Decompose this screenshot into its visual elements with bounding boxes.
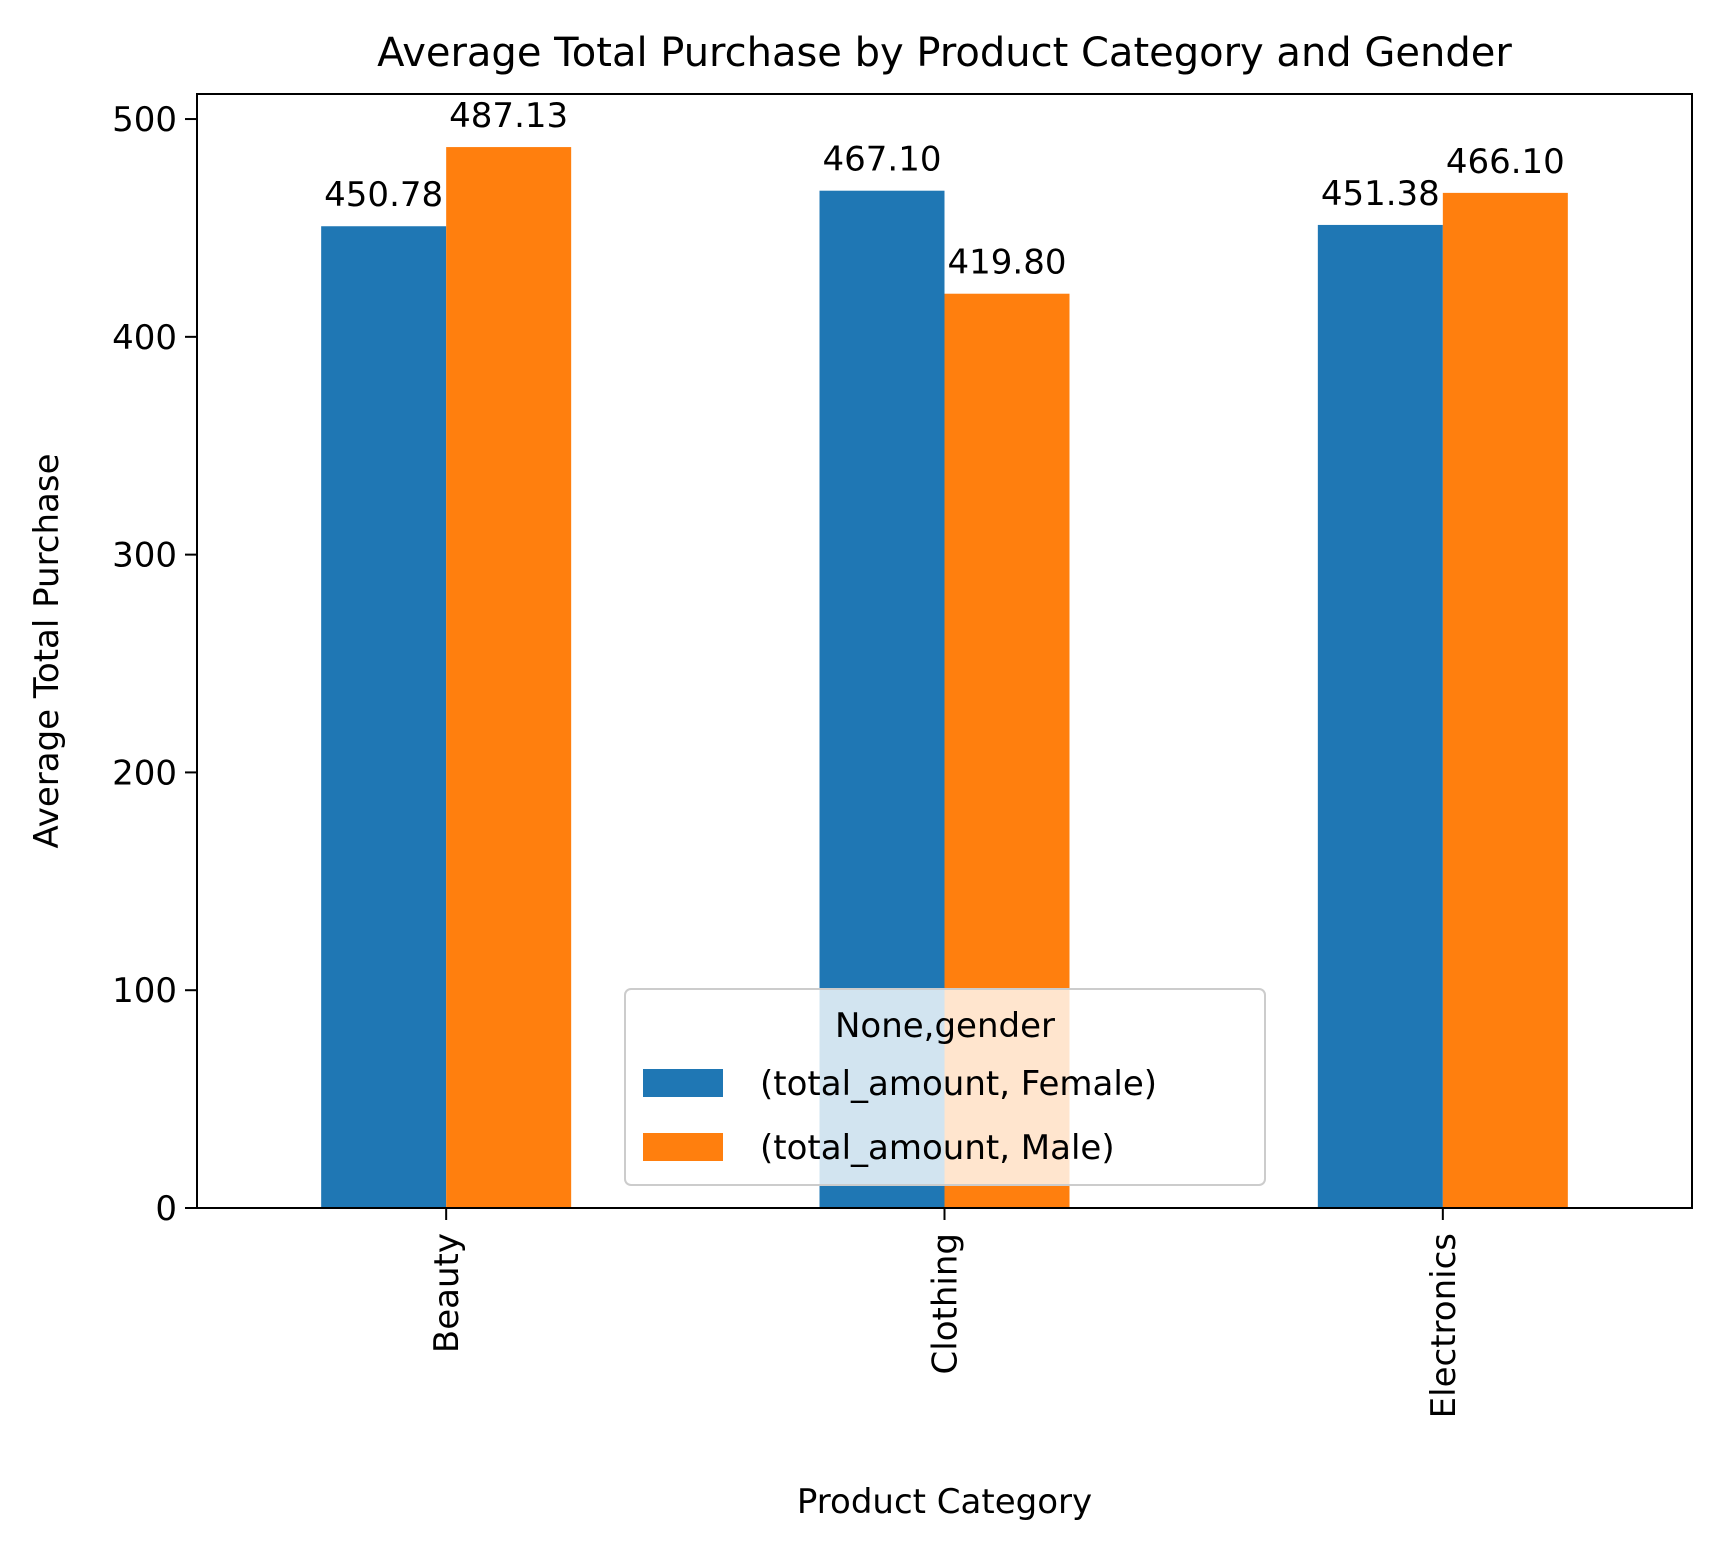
bar-value-label: 466.10 (1446, 142, 1565, 182)
bars-layer (321, 147, 1568, 1209)
y-tick-label: 400 (112, 318, 177, 358)
bar-electronics-series-0 (1317, 224, 1443, 1208)
bar-value-label: 467.10 (823, 140, 942, 180)
y-axis: 0 100 200 300 400 500 (112, 100, 197, 1229)
legend-swatch-series-0 (643, 1069, 723, 1097)
x-tick-label-clothing: Clothing (926, 1233, 966, 1374)
legend-box (624, 988, 1266, 1186)
x-tick-label-electronics: Electronics (1424, 1233, 1464, 1418)
y-tick-label: 500 (112, 100, 177, 140)
bar-value-label: 419.80 (948, 243, 1067, 283)
bar-electronics-series-1 (1442, 192, 1568, 1209)
legend-title: None,gender (835, 1006, 1055, 1046)
chart-title: Average Total Purchase by Product Catego… (377, 30, 1512, 76)
legend-swatch-series-1 (643, 1133, 723, 1161)
legend: None,gender (total_amount, Female)(total… (624, 988, 1266, 1186)
x-tick-label-beauty: Beauty (427, 1233, 467, 1353)
bar-value-label: 450.78 (324, 175, 443, 215)
legend-entry-label: (total_amount, Male) (760, 1128, 1115, 1168)
bar-value-label: 451.38 (1321, 174, 1440, 214)
y-tick-label: 100 (112, 971, 177, 1011)
legend-entries: (total_amount, Female) (total_amount, Mal… (643, 1064, 1157, 1168)
y-tick-label: 200 (112, 753, 177, 793)
y-tick-label: 0 (155, 1189, 177, 1229)
bar-beauty-series-1 (446, 147, 572, 1208)
x-axis: Beauty Clothing Electronics (427, 1208, 1464, 1418)
y-tick-label: 300 (112, 536, 177, 576)
y-axis-label: Average Total Purchase (27, 453, 67, 848)
legend-entry-label: (total_amount, Female) (760, 1064, 1157, 1104)
bar-beauty-series-0 (321, 226, 447, 1209)
bar-value-label: 487.13 (449, 96, 568, 136)
x-axis-label: Product Category (797, 1482, 1092, 1522)
